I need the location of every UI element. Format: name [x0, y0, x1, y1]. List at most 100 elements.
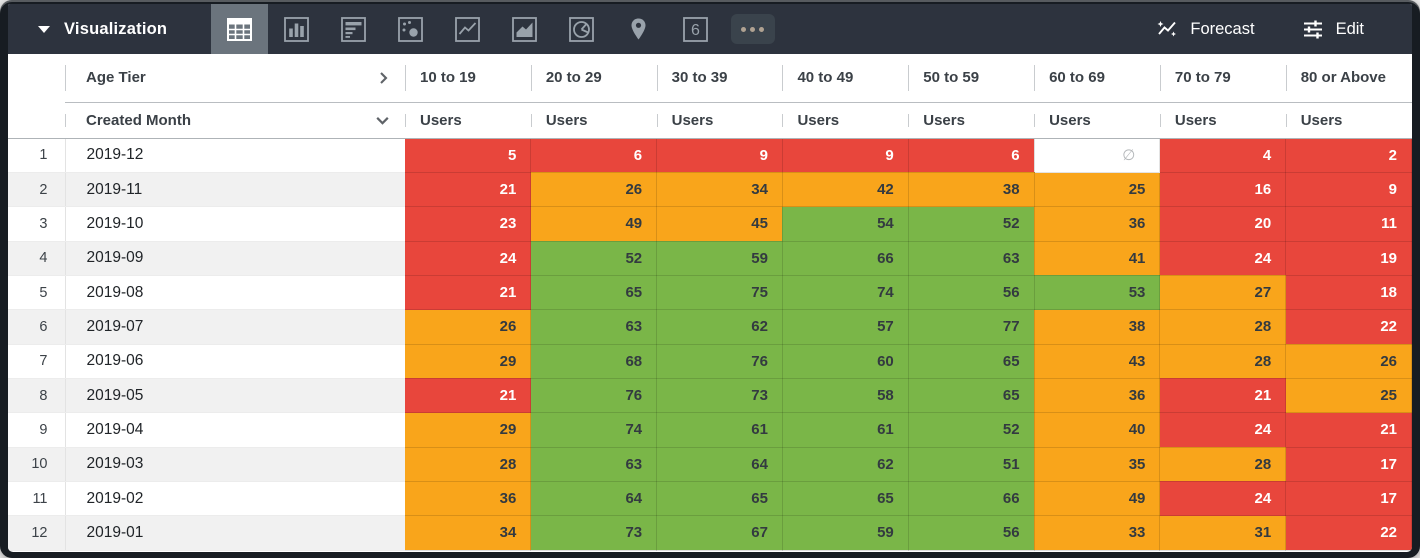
dimension-cell-created-month[interactable]: 2019-03	[64, 447, 405, 482]
measure-cell-10-to-19[interactable]: 29	[405, 344, 532, 379]
measure-cell-80-or-above[interactable]: 22	[1285, 309, 1412, 345]
measure-cell-40-to-49[interactable]: 58	[782, 378, 909, 414]
measure-cell-60-to-69[interactable]: 43	[1034, 344, 1161, 379]
viz-type-map-button[interactable]	[610, 4, 667, 54]
measure-cell-40-to-49[interactable]: 54	[782, 206, 909, 242]
measure-cell-40-to-49[interactable]: 74	[782, 275, 909, 311]
measure-cell-40-to-49[interactable]: 60	[782, 344, 909, 379]
measure-label-20-to-29[interactable]: Users	[530, 102, 657, 139]
measure-cell-60-to-69[interactable]: 40	[1034, 412, 1161, 448]
viz-type-table-button[interactable]	[211, 4, 269, 54]
measure-label-30-to-39[interactable]: Users	[656, 102, 783, 139]
measure-cell-50-to-59[interactable]: 6	[908, 138, 1035, 173]
measure-cell-50-to-59[interactable]: 38	[908, 172, 1035, 208]
measure-cell-30-to-39[interactable]: 75	[656, 275, 783, 311]
dimension-cell-created-month[interactable]: 2019-02	[64, 481, 405, 517]
measure-cell-10-to-19[interactable]: 21	[405, 172, 532, 208]
measure-cell-30-to-39[interactable]: 9	[656, 138, 783, 173]
measure-cell-30-to-39[interactable]: 34	[656, 172, 783, 208]
measure-cell-70-to-79[interactable]: 28	[1159, 344, 1287, 379]
dimension-cell-created-month[interactable]: 2019-01	[64, 515, 405, 551]
measure-cell-30-to-39[interactable]: 67	[656, 515, 783, 551]
measure-cell-20-to-29[interactable]: 52	[530, 241, 658, 276]
measure-cell-50-to-59[interactable]: 52	[908, 206, 1035, 242]
measure-cell-30-to-39[interactable]: 61	[656, 412, 783, 448]
measure-cell-40-to-49[interactable]: 66	[782, 241, 909, 276]
viz-type-area-chart-button[interactable]	[496, 4, 553, 54]
measure-cell-30-to-39[interactable]: 45	[656, 206, 783, 242]
pivot-value-header-20-to-29[interactable]: 20 to 29	[530, 54, 657, 103]
measure-cell-60-to-69[interactable]: 38	[1034, 309, 1161, 345]
viz-type-scatter-button[interactable]	[382, 4, 439, 54]
pivot-field-header[interactable]: Age Tier	[65, 54, 405, 103]
measure-cell-10-to-19[interactable]: 21	[405, 275, 532, 311]
chevron-right-icon[interactable]	[375, 70, 391, 86]
measure-cell-50-to-59[interactable]: 52	[908, 412, 1035, 448]
measure-label-70-to-79[interactable]: Users	[1159, 102, 1286, 139]
measure-cell-80-or-above[interactable]: 11	[1285, 206, 1412, 242]
measure-cell-50-to-59[interactable]: 63	[908, 241, 1035, 276]
dimension-cell-created-month[interactable]: 2019-09	[64, 241, 405, 276]
measure-cell-70-to-79[interactable]: 28	[1159, 447, 1287, 482]
measure-cell-70-to-79[interactable]: 20	[1159, 206, 1287, 242]
measure-cell-60-to-69[interactable]: ∅	[1034, 138, 1161, 173]
measure-cell-40-to-49[interactable]: 61	[782, 412, 909, 448]
visualization-section-toggle[interactable]: Visualization	[8, 4, 211, 54]
pivot-value-header-30-to-39[interactable]: 30 to 39	[656, 54, 783, 103]
forecast-button[interactable]: Forecast	[1155, 17, 1255, 41]
measure-cell-10-to-19[interactable]: 23	[405, 206, 532, 242]
measure-cell-40-to-49[interactable]: 42	[782, 172, 909, 208]
dimension-cell-created-month[interactable]: 2019-06	[64, 344, 405, 379]
measure-label-50-to-59[interactable]: Users	[908, 102, 1035, 139]
measure-cell-80-or-above[interactable]: 25	[1285, 378, 1412, 414]
measure-cell-70-to-79[interactable]: 28	[1159, 309, 1287, 345]
measure-label-40-to-49[interactable]: Users	[782, 102, 909, 139]
viz-type-pie-chart-button[interactable]	[553, 4, 610, 54]
measure-label-60-to-69[interactable]: Users	[1034, 102, 1160, 139]
measure-cell-70-to-79[interactable]: 16	[1159, 172, 1287, 208]
measure-cell-40-to-49[interactable]: 62	[782, 447, 909, 482]
measure-cell-70-to-79[interactable]: 24	[1159, 481, 1287, 517]
measure-cell-80-or-above[interactable]: 18	[1285, 275, 1412, 311]
measure-cell-70-to-79[interactable]: 27	[1159, 275, 1287, 311]
measure-cell-50-to-59[interactable]: 77	[908, 309, 1035, 345]
measure-cell-80-or-above[interactable]: 17	[1285, 481, 1412, 517]
measure-cell-20-to-29[interactable]: 68	[530, 344, 658, 379]
pivot-value-header-40-to-49[interactable]: 40 to 49	[782, 54, 909, 103]
measure-cell-40-to-49[interactable]: 59	[782, 515, 909, 551]
viz-type-column-chart-button[interactable]	[268, 4, 325, 54]
measure-cell-50-to-59[interactable]: 66	[908, 481, 1035, 517]
measure-cell-10-to-19[interactable]: 28	[405, 447, 532, 482]
measure-cell-10-to-19[interactable]: 24	[405, 241, 532, 276]
measure-cell-20-to-29[interactable]: 6	[530, 138, 658, 173]
pivot-value-header-50-to-59[interactable]: 50 to 59	[908, 54, 1035, 103]
measure-cell-30-to-39[interactable]: 65	[656, 481, 783, 517]
measure-cell-60-to-69[interactable]: 49	[1034, 481, 1161, 517]
measure-cell-10-to-19[interactable]: 34	[405, 515, 532, 551]
measure-cell-60-to-69[interactable]: 36	[1034, 206, 1161, 242]
measure-cell-80-or-above[interactable]: 9	[1285, 172, 1412, 208]
measure-cell-80-or-above[interactable]: 2	[1285, 138, 1412, 173]
pivot-value-header-10-to-19[interactable]: 10 to 19	[405, 54, 531, 103]
measure-cell-30-to-39[interactable]: 62	[656, 309, 783, 345]
pivot-value-header-60-to-69[interactable]: 60 to 69	[1034, 54, 1160, 103]
measure-cell-80-or-above[interactable]: 17	[1285, 447, 1412, 482]
pivot-value-header-80-or-above[interactable]: 80 or Above	[1285, 54, 1412, 103]
dimension-cell-created-month[interactable]: 2019-12	[64, 138, 405, 173]
measure-cell-60-to-69[interactable]: 53	[1034, 275, 1161, 311]
measure-cell-10-to-19[interactable]: 29	[405, 412, 532, 448]
measure-cell-80-or-above[interactable]: 26	[1285, 344, 1412, 379]
measure-cell-10-to-19[interactable]: 5	[405, 138, 532, 173]
measure-label-80-or-above[interactable]: Users	[1285, 102, 1412, 139]
measure-cell-30-to-39[interactable]: 73	[656, 378, 783, 414]
dimension-cell-created-month[interactable]: 2019-05	[64, 378, 405, 414]
measure-cell-60-to-69[interactable]: 25	[1034, 172, 1161, 208]
measure-cell-40-to-49[interactable]: 9	[782, 138, 909, 173]
measure-cell-20-to-29[interactable]: 64	[530, 481, 658, 517]
measure-cell-60-to-69[interactable]: 35	[1034, 447, 1161, 482]
measure-cell-10-to-19[interactable]: 21	[405, 378, 532, 414]
measure-cell-30-to-39[interactable]: 64	[656, 447, 783, 482]
measure-cell-40-to-49[interactable]: 57	[782, 309, 909, 345]
measure-cell-10-to-19[interactable]: 26	[405, 309, 532, 345]
dimension-cell-created-month[interactable]: 2019-10	[64, 206, 405, 242]
